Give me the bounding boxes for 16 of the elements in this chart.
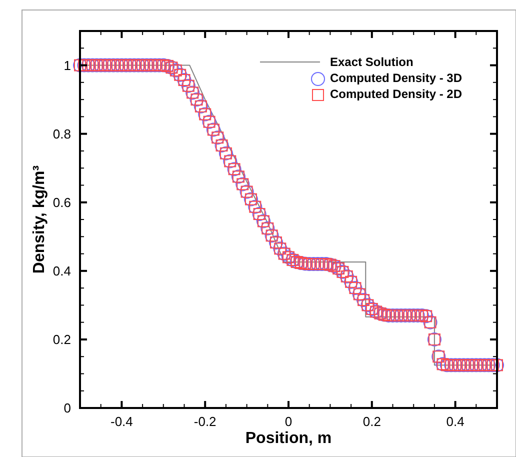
- legend-label: Computed Density - 3D: [330, 71, 462, 86]
- x-tick-label: 0: [284, 414, 292, 429]
- legend-label: Computed Density - 2D: [330, 87, 462, 102]
- y-tick-label: 0: [64, 400, 71, 416]
- y-tick-label: 0.2: [52, 332, 71, 348]
- x-axis-title: Position, m: [245, 430, 332, 447]
- x-tick-label: 0.2: [362, 414, 381, 429]
- y-axis-title: Density, kg/m³: [31, 165, 48, 274]
- x-tick-label: -0.4: [110, 414, 133, 429]
- y-tick-label: 0.8: [52, 126, 71, 142]
- x-tick-label: -0.2: [194, 414, 216, 429]
- legend-label: Exact Solution: [330, 55, 414, 70]
- y-tick-label: 0.6: [52, 194, 71, 210]
- y-tick-label: 0.4: [52, 263, 71, 278]
- x-tick-label: 0.4: [446, 414, 464, 429]
- y-tick-label: 1: [64, 58, 71, 73]
